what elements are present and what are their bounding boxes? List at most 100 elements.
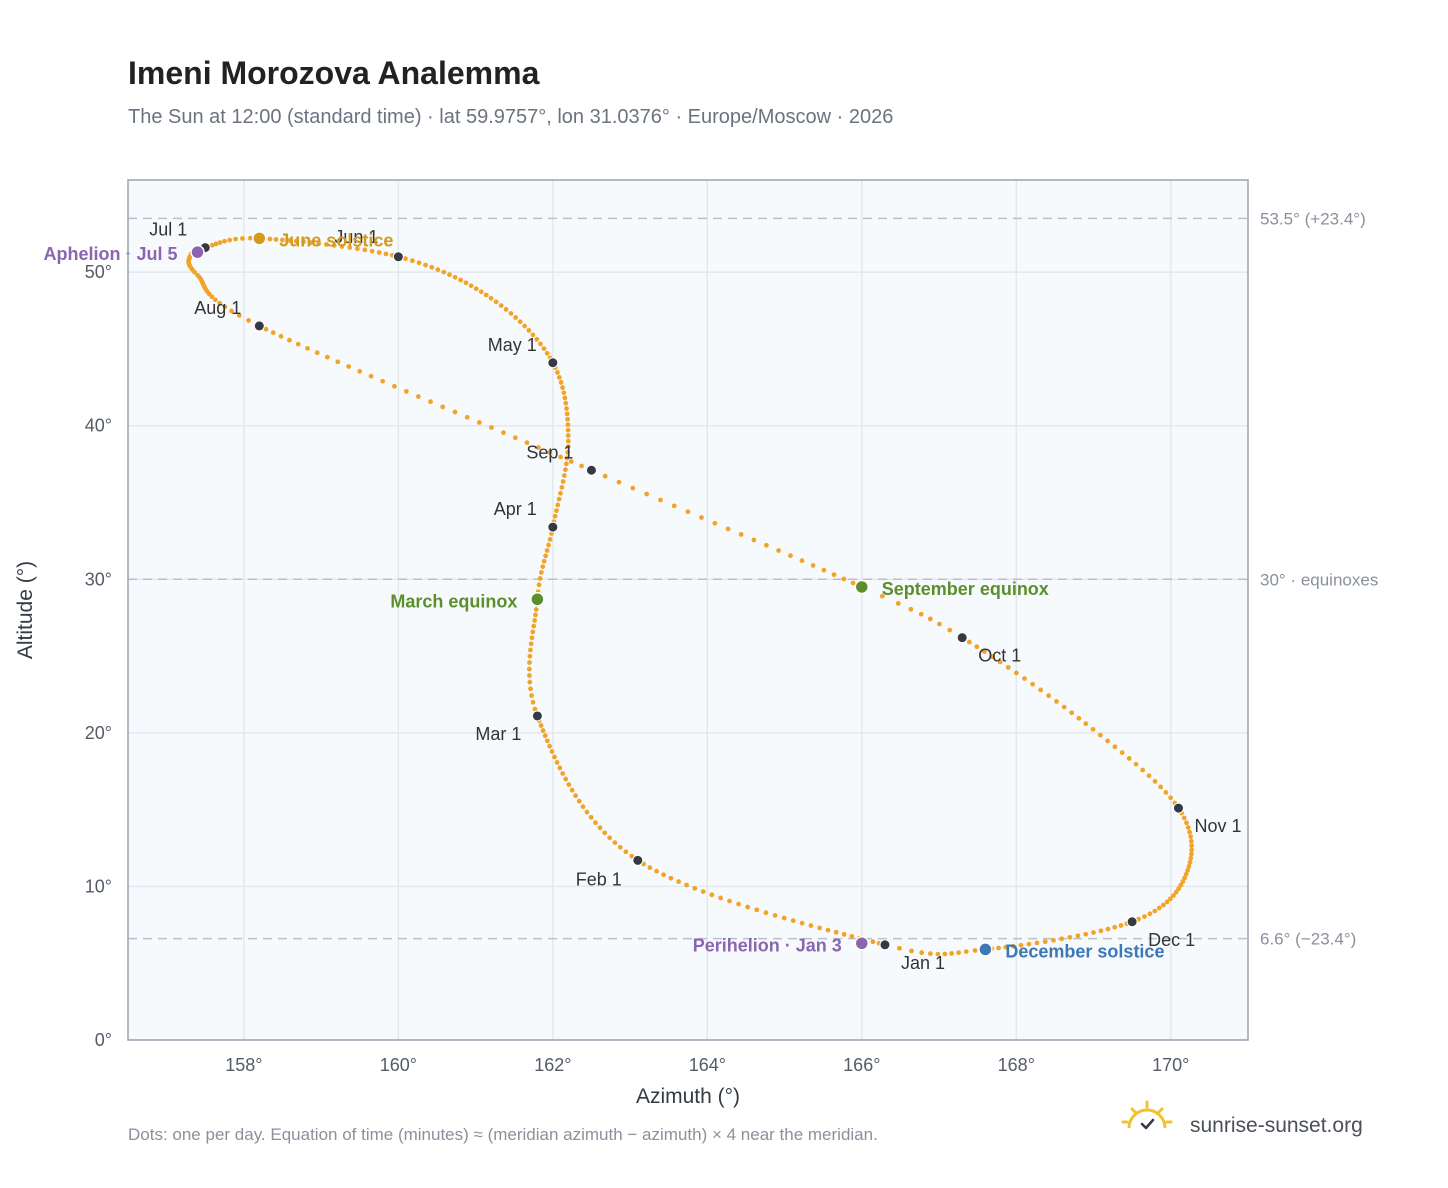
daily-sun-dot bbox=[540, 564, 546, 570]
daily-sun-dot bbox=[956, 950, 962, 956]
month-markers: Jan 1 Feb 1 Mar 1 Apr 1 May 1 Jun 1 Jul 1 Aug 1… bbox=[149, 220, 1241, 973]
daily-sun-dot bbox=[476, 420, 482, 425]
daily-sun-dot bbox=[1180, 879, 1186, 884]
daily-sun-dot bbox=[217, 240, 223, 245]
event-marker bbox=[978, 942, 993, 957]
month-marker-label: May 1 bbox=[488, 335, 537, 355]
daily-sun-dot bbox=[685, 509, 691, 515]
daily-sun-dot bbox=[1119, 750, 1125, 755]
daily-sun-dot bbox=[1171, 893, 1176, 898]
daily-sun-dot bbox=[558, 380, 564, 385]
daily-sun-dot bbox=[788, 553, 793, 559]
daily-sun-dot bbox=[563, 400, 569, 406]
daily-sun-dot bbox=[1038, 687, 1044, 693]
daily-sun-dot bbox=[524, 440, 530, 446]
daily-sun-dot bbox=[458, 277, 463, 283]
daily-sun-dot bbox=[937, 621, 942, 627]
daily-sun-dot bbox=[841, 931, 847, 937]
daily-sun-dot bbox=[1161, 902, 1166, 908]
daily-sun-dot bbox=[799, 920, 805, 926]
daily-sun-dot bbox=[493, 299, 499, 305]
daily-sun-dot bbox=[549, 749, 555, 754]
daily-sun-dot bbox=[229, 308, 234, 314]
daily-sun-dot bbox=[1083, 931, 1089, 937]
daily-sun-dot bbox=[671, 503, 677, 509]
daily-sun-dot bbox=[409, 258, 415, 264]
daily-sun-dot bbox=[416, 260, 422, 266]
daily-sun-dot bbox=[927, 616, 933, 622]
daily-sun-dot bbox=[463, 280, 469, 286]
daily-sun-dot bbox=[565, 449, 571, 455]
month-marker-label: Jul 1 bbox=[149, 220, 187, 240]
daily-sun-dot bbox=[935, 951, 941, 957]
x-tick-label: 168° bbox=[998, 1055, 1035, 1075]
daily-sun-dot bbox=[347, 245, 353, 250]
month-marker bbox=[1126, 916, 1138, 928]
daily-sun-dot bbox=[528, 641, 534, 647]
daily-sun-dot bbox=[763, 910, 769, 916]
daily-sun-dot bbox=[602, 830, 608, 836]
daily-sun-dot bbox=[566, 782, 572, 788]
daily-sun-dot bbox=[1098, 928, 1104, 934]
daily-sun-dot bbox=[808, 923, 814, 928]
daily-sun-dot bbox=[1090, 726, 1096, 732]
event-marker bbox=[190, 244, 205, 260]
daily-sun-dot bbox=[563, 467, 568, 473]
daily-sun-dot bbox=[227, 237, 233, 243]
daily-sun-dot bbox=[369, 248, 375, 254]
event-label: Perihelion · Jan 3 bbox=[693, 935, 842, 955]
daily-sun-dot bbox=[247, 235, 253, 241]
daily-sun-dot bbox=[654, 868, 659, 874]
daily-sun-dot bbox=[517, 319, 523, 325]
daily-sun-dot bbox=[1097, 732, 1103, 738]
daily-sun-dot bbox=[278, 333, 284, 339]
daily-sun-dot bbox=[879, 593, 885, 599]
daily-sun-dot bbox=[612, 840, 618, 846]
y-tick-label: 0° bbox=[95, 1030, 112, 1050]
daily-sun-dot bbox=[616, 479, 622, 485]
daily-sun-dot bbox=[513, 315, 519, 320]
event-marker bbox=[854, 936, 870, 951]
daily-sun-dot bbox=[573, 793, 578, 799]
daily-sun-dot bbox=[942, 951, 948, 957]
sun-check-icon bbox=[1121, 1100, 1173, 1130]
daily-sun-dot bbox=[1152, 778, 1158, 784]
daily-sun-dot bbox=[564, 455, 570, 461]
daily-sun-dot bbox=[1061, 704, 1067, 710]
reference-line-label: 6.6° (−23.4°) bbox=[1260, 930, 1356, 949]
daily-sun-dot bbox=[555, 502, 561, 508]
daily-sun-dot bbox=[560, 479, 566, 484]
daily-sun-dot bbox=[280, 237, 285, 243]
daily-sun-dot bbox=[909, 948, 914, 954]
daily-sun-dot bbox=[1188, 851, 1194, 857]
daily-sun-dot bbox=[849, 933, 855, 939]
daily-sun-dot bbox=[895, 601, 901, 606]
daily-sun-dot bbox=[538, 570, 544, 575]
daily-sun-dot bbox=[530, 629, 536, 635]
daily-sun-dot bbox=[316, 241, 322, 246]
daily-sun-dot bbox=[629, 853, 635, 859]
daily-sun-dot bbox=[561, 390, 567, 396]
daily-sun-dot bbox=[501, 430, 506, 436]
daily-sun-dot bbox=[1189, 847, 1195, 853]
daily-sun-dot bbox=[503, 307, 509, 312]
daily-sun-dot bbox=[314, 350, 320, 356]
daily-sun-dot bbox=[833, 929, 839, 935]
daily-sun-dot bbox=[607, 835, 613, 841]
month-marker-label: Feb 1 bbox=[576, 869, 622, 889]
month-marker-label: Jan 1 bbox=[901, 953, 945, 973]
daily-sun-dot bbox=[192, 269, 197, 275]
y-tick-label: 20° bbox=[85, 723, 112, 743]
daily-sun-dot bbox=[1005, 664, 1011, 670]
daily-sun-dot bbox=[544, 548, 550, 553]
daily-sun-dot bbox=[415, 394, 421, 399]
daily-sun-dot bbox=[966, 639, 972, 645]
daily-sun-dot bbox=[536, 445, 541, 450]
daily-sun-dot bbox=[1075, 933, 1081, 939]
daily-sun-dot bbox=[527, 673, 532, 678]
month-marker-label: Aug 1 bbox=[194, 298, 241, 318]
daily-sun-dot bbox=[1010, 943, 1016, 949]
daily-sun-dot bbox=[709, 892, 715, 898]
daily-sun-dot bbox=[1158, 784, 1164, 790]
daily-sun-dot bbox=[989, 654, 995, 660]
